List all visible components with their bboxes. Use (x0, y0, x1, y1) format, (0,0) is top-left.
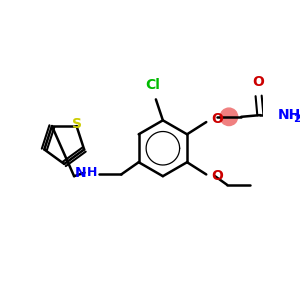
Text: NH: NH (278, 108, 300, 122)
Text: Cl: Cl (145, 78, 160, 92)
Text: O: O (212, 112, 224, 126)
Text: 2: 2 (293, 114, 300, 124)
Circle shape (220, 108, 238, 126)
Text: H: H (86, 166, 97, 179)
Text: O: O (212, 169, 224, 183)
Text: S: S (72, 117, 82, 131)
Text: O: O (253, 75, 265, 89)
Text: N: N (75, 166, 86, 180)
